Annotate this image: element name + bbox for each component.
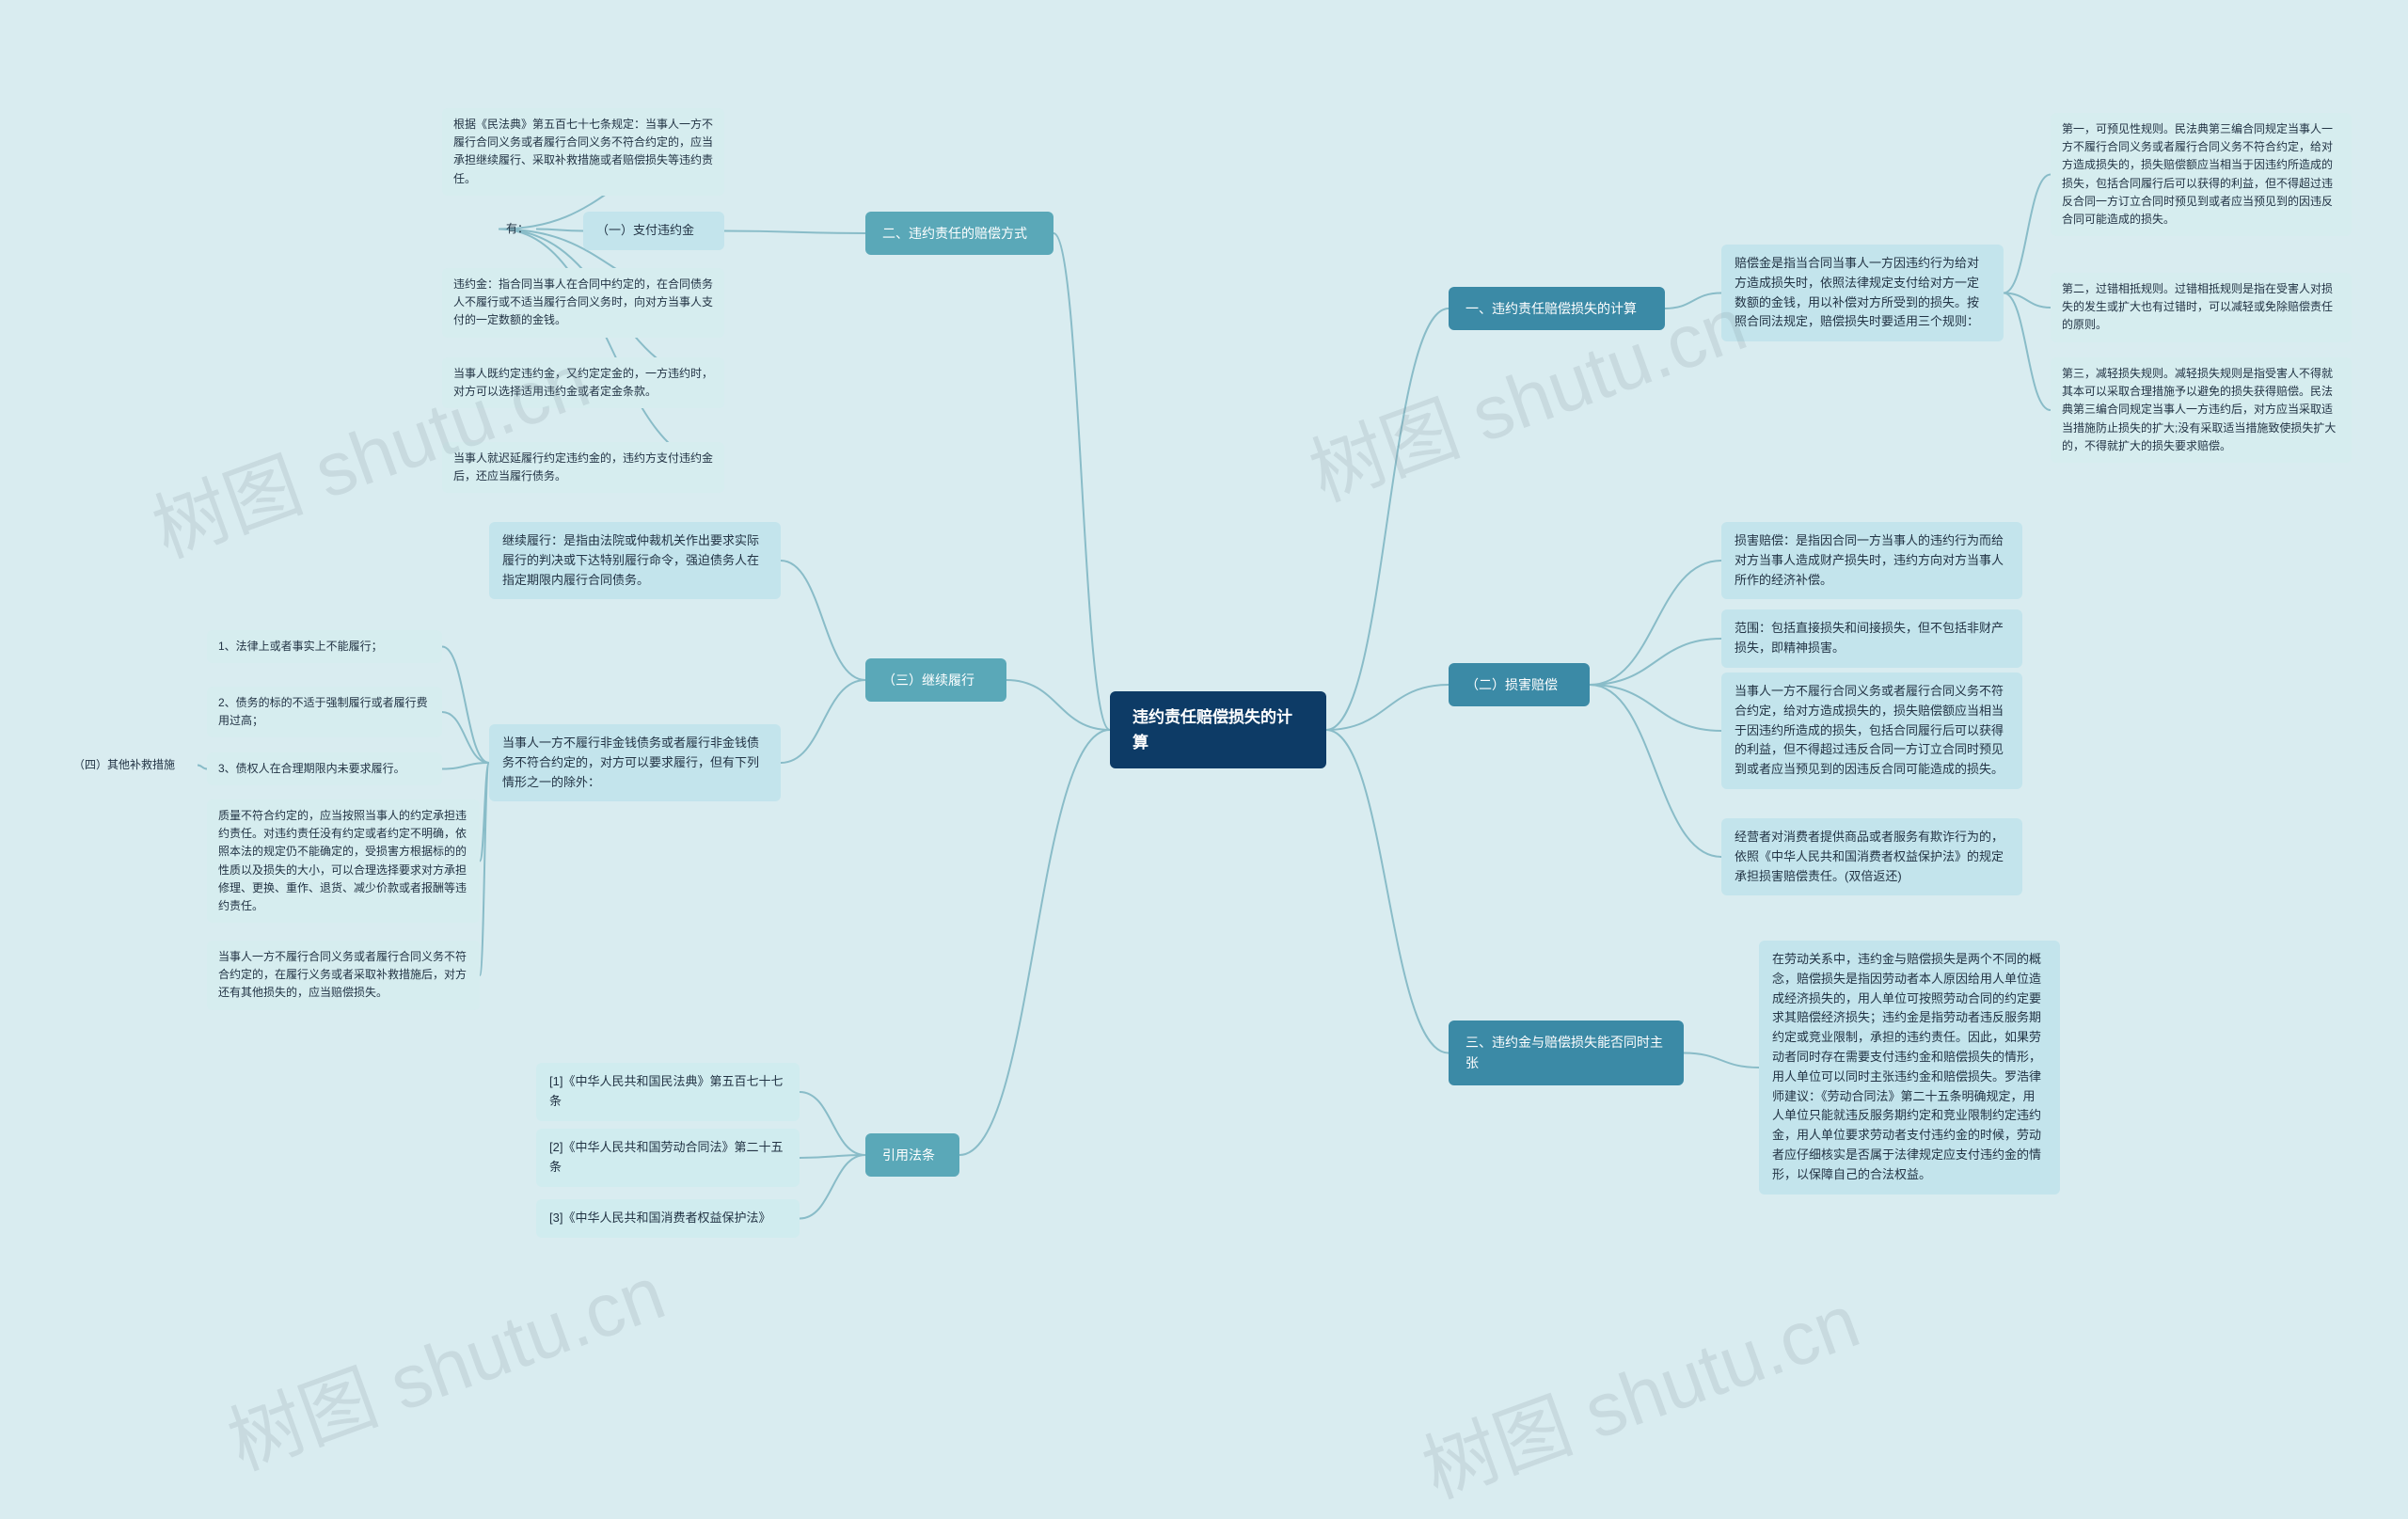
mindmap-node-l1_a_you: 有： [499,216,536,242]
connector [1590,685,1721,857]
connector [1665,293,1721,309]
mindmap-node-r2_b: 范围：包括直接损失和间接损失，但不包括非财产损失，即精神损害。 [1721,609,2022,668]
connector [1326,309,1449,730]
connector [800,1155,865,1158]
watermark: 树图 shutu.cn [1406,1261,1872,1519]
mindmap-node-r2_c: 当事人一方不履行合同义务或者履行合同义务不符合约定，给对方造成损失的，损失赔偿额… [1721,672,2022,789]
mindmap-node-l3_a: [1]《中华人民共和国民法典》第五百七十七条 [536,1063,800,1121]
mindmap-node-l1_a1: 根据《民法典》第五百七十七条规定：当事人一方不履行合同义务或者履行合同义务不符合… [442,108,724,196]
mindmap-node-l2_b3x: （四）其他补救措施 [66,752,198,778]
connector [480,763,489,975]
mindmap-node-l2_b5: 当事人一方不履行合同义务或者履行合同义务不符合约定的，在履行义务或者采取补救措施… [207,941,480,1010]
mindmap-node-r1_b: 第二，过错相抵规则。过错相抵规则是指在受害人对损失的发生或扩大也有过错时，可以减… [2051,273,2352,342]
mindmap-node-l1_a3: 当事人既约定违约金，又约定定金的，一方违约时，对方可以选择适用违约金或者定金条款… [442,357,724,408]
mindmap-node-r2: （二）损害赔偿 [1449,663,1590,706]
mindmap-node-root: 违约责任赔偿损失的计算 [1110,691,1326,768]
mindmap-node-r2_d: 经营者对消费者提供商品或者服务有欺诈行为的，依照《中华人民共和国消费者权益保护法… [1721,818,2022,895]
mindmap-node-r2_a: 损害赔偿：是指因合同一方当事人的违约行为而给对方当事人造成财产损失时，违约方向对… [1721,522,2022,599]
connector [442,712,489,763]
connector [1326,730,1449,1053]
mindmap-node-r1: 一、违约责任赔偿损失的计算 [1449,287,1665,330]
connector [536,229,583,231]
mindmap-node-r3_a: 在劳动关系中，违约金与赔偿损失是两个不同的概念，赔偿损失是指因劳动者本人原因给用… [1759,941,2060,1195]
watermark: 树图 shutu.cn [212,1233,677,1492]
connector [1590,561,1721,685]
connector [2004,175,2051,293]
mindmap-node-l3_c: [3]《中华人民共和国消费者权益保护法》 [536,1199,800,1238]
mindmap-node-r1_intro: 赔偿金是指当合同当事人一方因违约行为给对方造成损失时，依照法律规定支付给对方一定… [1721,245,2004,341]
mindmap-node-l1_a4: 当事人就迟延履行约定违约金的，违约方支付违约金后，还应当履行债务。 [442,442,724,493]
mindmap-node-r1_c: 第三，减轻损失规则。减轻损失规则是指受害人不得就其本可以采取合理措施予以避免的损… [2051,357,2352,463]
connector [1590,685,1721,731]
mindmap-node-l2_b: 当事人一方不履行非金钱债务或者履行非金钱债务不符合约定的，对方可以要求履行，但有… [489,724,781,801]
connector [2004,293,2051,411]
connector [198,766,207,769]
connector [442,647,489,764]
connector [1326,685,1449,730]
connector [800,1092,865,1155]
mindmap-node-l1_a2: 违约金：指合同当事人在合同中约定的，在合同债务人不履行或不适当履行合同义务时，向… [442,268,724,338]
connector [959,730,1110,1155]
mindmap-node-l3: 引用法条 [865,1133,959,1177]
mindmap-node-l2_b3: 3、债权人在合理期限内未要求履行。 [207,752,442,785]
mindmap-node-l1: 二、违约责任的赔偿方式 [865,212,1054,255]
connector [800,1155,865,1219]
connector [499,229,724,468]
connector [480,763,489,862]
connector [1590,639,1721,685]
connector [781,561,865,680]
mindmap-node-l2_b1: 1、法律上或者事实上不能履行； [207,630,442,663]
connector [1054,233,1110,730]
connector [781,680,865,763]
mindmap-node-l3_b: [2]《中华人民共和国劳动合同法》第二十五条 [536,1129,800,1187]
mindmap-node-l2_b4: 质量不符合约定的，应当按照当事人的约定承担违约责任。对违约责任没有约定或者约定不… [207,799,480,923]
mindmap-node-l2_a: 继续履行：是指由法院或仲裁机关作出要求实际履行的判决或下达特别履行命令，强迫债务… [489,522,781,599]
mindmap-node-l2_b2: 2、债务的标的不适于强制履行或者履行费用过高； [207,687,442,737]
connector [442,763,489,769]
mindmap-node-r3: 三、违约金与赔偿损失能否同时主张 [1449,1021,1684,1085]
connector [2004,293,2051,309]
mindmap-node-r1_a: 第一，可预见性规则。民法典第三编合同规定当事人一方不履行合同义务或者履行合同义务… [2051,113,2352,236]
mindmap-node-l1_a: （一）支付违约金 [583,212,724,250]
connector [1006,680,1110,730]
mindmap-node-l2: （三）继续履行 [865,658,1006,702]
connector [1684,1053,1759,1068]
connector [724,231,865,234]
